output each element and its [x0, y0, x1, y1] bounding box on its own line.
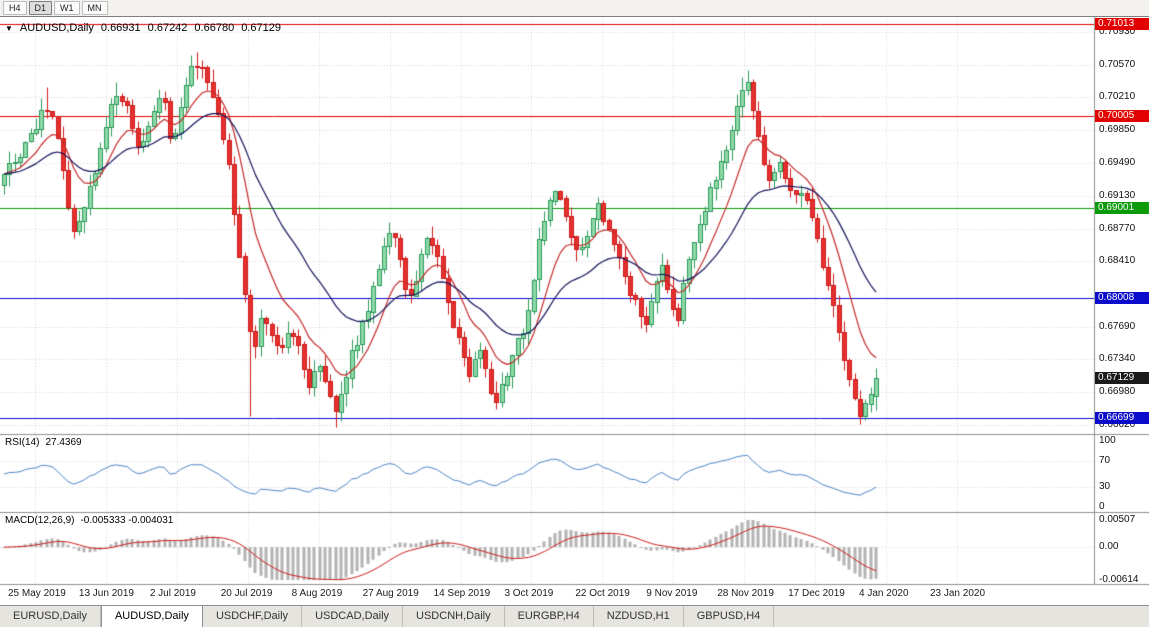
- timeframe-toolbar: H4 D1 W1 MN: [0, 0, 1149, 17]
- time-scale-axis[interactable]: 25 May 2019 13 Jun 2019 2 Jul 2019 20 Jul 2…: [0, 585, 1094, 604]
- macd-scale-label: -0.00614: [1099, 574, 1139, 585]
- rsi-indicator-label: RSI(14) 27.4369: [5, 437, 82, 448]
- timeframe-button-mn[interactable]: MN: [81, 1, 108, 15]
- low-value: 0.66780: [194, 22, 235, 34]
- time-axis-label: 14 Sep 2019: [433, 588, 491, 599]
- symbol-period-label: AUDUSD,Daily: [19, 22, 94, 34]
- price-grid-label: 0.70210: [1099, 91, 1136, 102]
- time-axis-label: 28 Nov 2019: [717, 588, 774, 599]
- price-grid-label: 0.67690: [1099, 321, 1136, 332]
- chart-tab-bar: EURUSD,Daily AUDUSD,Daily USDCHF,Daily USDC…: [0, 605, 1149, 627]
- macd-values: -0.005333 -0.004031: [80, 515, 174, 526]
- macd-scale-label: 0.00507: [1099, 514, 1136, 525]
- time-axis-label: 25 May 2019: [8, 588, 66, 599]
- price-tag-0.66699: 0.66699: [1095, 412, 1149, 424]
- rsi-scale-label: 30: [1099, 481, 1111, 492]
- chart-title: ▼ AUDUSD,Daily 0.66931 0.67242 0.66780 0…: [5, 22, 281, 34]
- price-grid-label: 0.69490: [1099, 157, 1136, 168]
- time-axis-label: 13 Jun 2019: [78, 588, 134, 599]
- price-tag-0.69001: 0.69001: [1095, 202, 1149, 214]
- time-axis-label: 20 Jul 2019: [220, 588, 273, 599]
- open-value: 0.66931: [100, 22, 141, 34]
- chart-tab-nzdusd[interactable]: NZDUSD,H1: [593, 606, 684, 627]
- time-axis-label: 3 Oct 2019: [504, 588, 554, 599]
- price-grid-label: 0.67340: [1099, 353, 1136, 364]
- chart-tab-usdchf[interactable]: USDCHF,Daily: [202, 606, 303, 627]
- time-axis-label: 27 Aug 2019: [362, 588, 419, 599]
- price-grid-label: 0.66980: [1099, 386, 1136, 397]
- rsi-name: RSI(14): [5, 437, 40, 448]
- time-axis-label: 23 Jan 2020: [929, 588, 986, 599]
- price-tag-0.70005: 0.70005: [1095, 110, 1149, 122]
- macd-scale-label: 0.00: [1099, 541, 1119, 552]
- rsi-value: 27.4369: [45, 437, 82, 448]
- macd-pane-resizer[interactable]: [0, 510, 1094, 514]
- price-grid-label: 0.68770: [1099, 223, 1136, 234]
- time-axis-label: 4 Jan 2020: [859, 588, 909, 599]
- collapse-arrow-icon[interactable]: ▼: [5, 23, 13, 33]
- chart-tab-audusd[interactable]: AUDUSD,Daily: [100, 606, 203, 627]
- chart-tab-gbpusd[interactable]: GBPUSD,H4: [683, 606, 775, 627]
- price-grid-label: 0.69130: [1099, 190, 1136, 201]
- price-grid-label: 0.70570: [1099, 59, 1136, 70]
- rsi-scale-label: 100: [1099, 435, 1116, 446]
- time-axis-label: 8 Aug 2019: [291, 588, 343, 599]
- rsi-scale-label: 70: [1099, 455, 1111, 466]
- timeframe-button-d1[interactable]: D1: [28, 1, 53, 15]
- price-grid-label: 0.70930: [1099, 26, 1136, 37]
- chart-tab-eurgbp[interactable]: EURGBP,H4: [504, 606, 594, 627]
- chart-tab-usdcnh[interactable]: USDCNH,Daily: [403, 606, 505, 627]
- close-value: 0.67129: [241, 22, 281, 34]
- price-scale-axis[interactable]: 0.70930 0.70570 0.70210 0.69850 0.69490 0.691…: [1095, 17, 1149, 585]
- price-grid-label: 0.69850: [1099, 124, 1136, 135]
- chart-tab-usdcad[interactable]: USDCAD,Daily: [302, 606, 404, 627]
- timeframe-button-h4[interactable]: H4: [3, 1, 27, 15]
- price-tag-0.71013: 0.71013: [1095, 18, 1149, 30]
- rsi-pane-resizer[interactable]: [0, 432, 1094, 436]
- time-axis-label: 22 Oct 2019: [575, 588, 630, 599]
- price-grid-label: 0.66620: [1099, 419, 1136, 430]
- price-tag-0.67129: 0.67129: [1095, 372, 1149, 384]
- chart-tab-eurusd[interactable]: EURUSD,Daily: [0, 606, 101, 627]
- timeframe-button-w1[interactable]: W1: [54, 1, 80, 15]
- time-axis-label: 9 Nov 2019: [646, 588, 698, 599]
- macd-name: MACD(12,26,9): [5, 515, 75, 526]
- price-grid-label: 0.68410: [1099, 255, 1136, 266]
- rsi-scale-label: 0: [1099, 501, 1105, 512]
- macd-indicator-label: MACD(12,26,9) -0.005333 -0.004031: [5, 515, 173, 526]
- time-axis-label: 2 Jul 2019: [149, 588, 196, 599]
- price-tag-0.68008: 0.68008: [1095, 292, 1149, 304]
- high-value: 0.67242: [147, 22, 188, 34]
- time-axis-label: 17 Dec 2019: [788, 588, 845, 599]
